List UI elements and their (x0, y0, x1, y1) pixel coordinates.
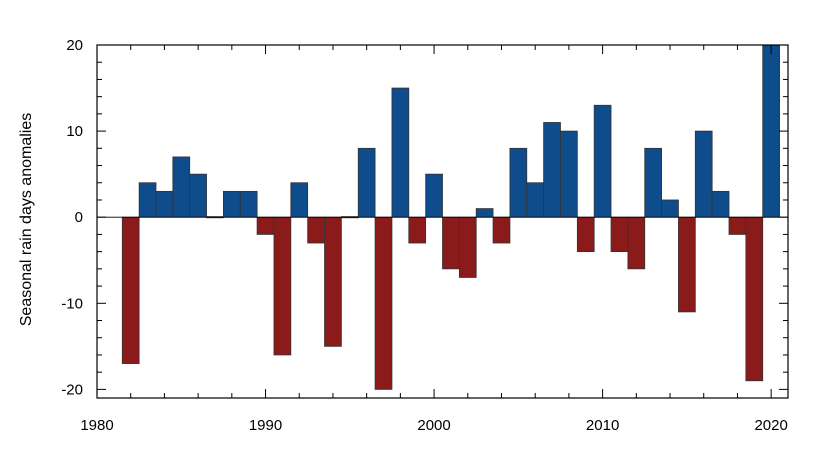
bar-1991 (273, 216, 292, 356)
y-tick-label--20: -20 (61, 381, 83, 398)
bar-1990 (256, 216, 275, 235)
x-tick-label-1990: 1990 (249, 417, 282, 434)
y-tick-label--10: -10 (61, 295, 83, 312)
x-tick-label-1980: 1980 (80, 417, 113, 434)
bar-2020 (762, 44, 780, 218)
y-axis-label: Seasonal rain days anomalies (18, 113, 35, 326)
bar-2000 (425, 173, 443, 218)
bar-2016 (694, 130, 713, 218)
bar-2006 (526, 182, 545, 218)
bar-1993 (307, 216, 325, 244)
bar-1982 (121, 216, 140, 364)
bar-2014 (661, 199, 679, 218)
y-tick-label-0: 0 (75, 209, 83, 226)
bar-2004 (492, 216, 511, 244)
bar-2003 (475, 208, 494, 218)
x-tick-label-2020: 2020 (754, 417, 787, 434)
x-tick-label-2000: 2000 (417, 417, 450, 434)
y-tick-label-20: 20 (66, 37, 83, 54)
bar-1989 (239, 190, 258, 218)
bar-1994 (324, 216, 342, 347)
bar-1988 (223, 190, 241, 218)
bar-2005 (509, 147, 528, 218)
bar-2017 (711, 190, 730, 218)
bar-1992 (290, 182, 309, 218)
bars-group (121, 44, 780, 390)
bar-2007 (543, 122, 561, 218)
bar-2010 (593, 104, 612, 218)
bar-2011 (610, 216, 629, 253)
bar-1997 (374, 216, 393, 390)
bar-1984 (155, 190, 174, 218)
bar-2018 (728, 216, 747, 235)
bar-2019 (745, 216, 764, 382)
bar-1985 (172, 156, 191, 218)
plot-frame (96, 44, 789, 399)
bar-2012 (627, 216, 646, 270)
x-tick-label-2010: 2010 (586, 417, 619, 434)
bar-2009 (576, 216, 595, 253)
bar-1996 (357, 147, 376, 218)
bar-2013 (644, 147, 662, 218)
bar-1983 (138, 182, 157, 218)
bar-2015 (678, 216, 696, 313)
bar-1998 (391, 87, 410, 218)
tick-labels-group: 1980 1990 2000 2010 2020 -20 -10 0 10 20 (61, 37, 788, 434)
bar-1986 (189, 173, 207, 218)
bar-2008 (560, 130, 578, 218)
bar-2002 (458, 216, 477, 278)
bar-2001 (442, 216, 460, 270)
bar-1999 (408, 216, 427, 244)
y-tick-label-10: 10 (66, 123, 83, 140)
